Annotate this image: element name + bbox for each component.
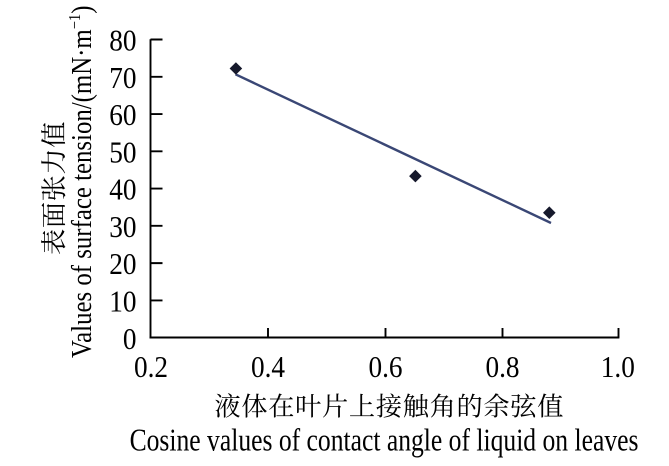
svg-text:Values of surface tension/(mN·: Values of surface tension/(mN·m−1): [65, 6, 97, 358]
svg-text:0.2: 0.2: [134, 350, 168, 384]
svg-text:10: 10: [109, 285, 136, 319]
svg-text:Cosine values of contact angle: Cosine values of contact angle of liquid…: [130, 423, 639, 458]
svg-text:0.6: 0.6: [368, 350, 402, 384]
svg-text:70: 70: [109, 61, 136, 95]
svg-text:0.8: 0.8: [485, 350, 519, 384]
svg-text:40: 40: [109, 173, 136, 207]
svg-text:20: 20: [109, 248, 136, 282]
svg-text:60: 60: [109, 98, 136, 132]
svg-text:0: 0: [123, 322, 137, 356]
svg-text:1.0: 1.0: [601, 350, 635, 384]
svg-text:0.4: 0.4: [251, 350, 285, 384]
svg-text:80: 80: [109, 24, 136, 58]
svg-text:30: 30: [109, 210, 136, 244]
svg-text:50: 50: [109, 136, 136, 170]
